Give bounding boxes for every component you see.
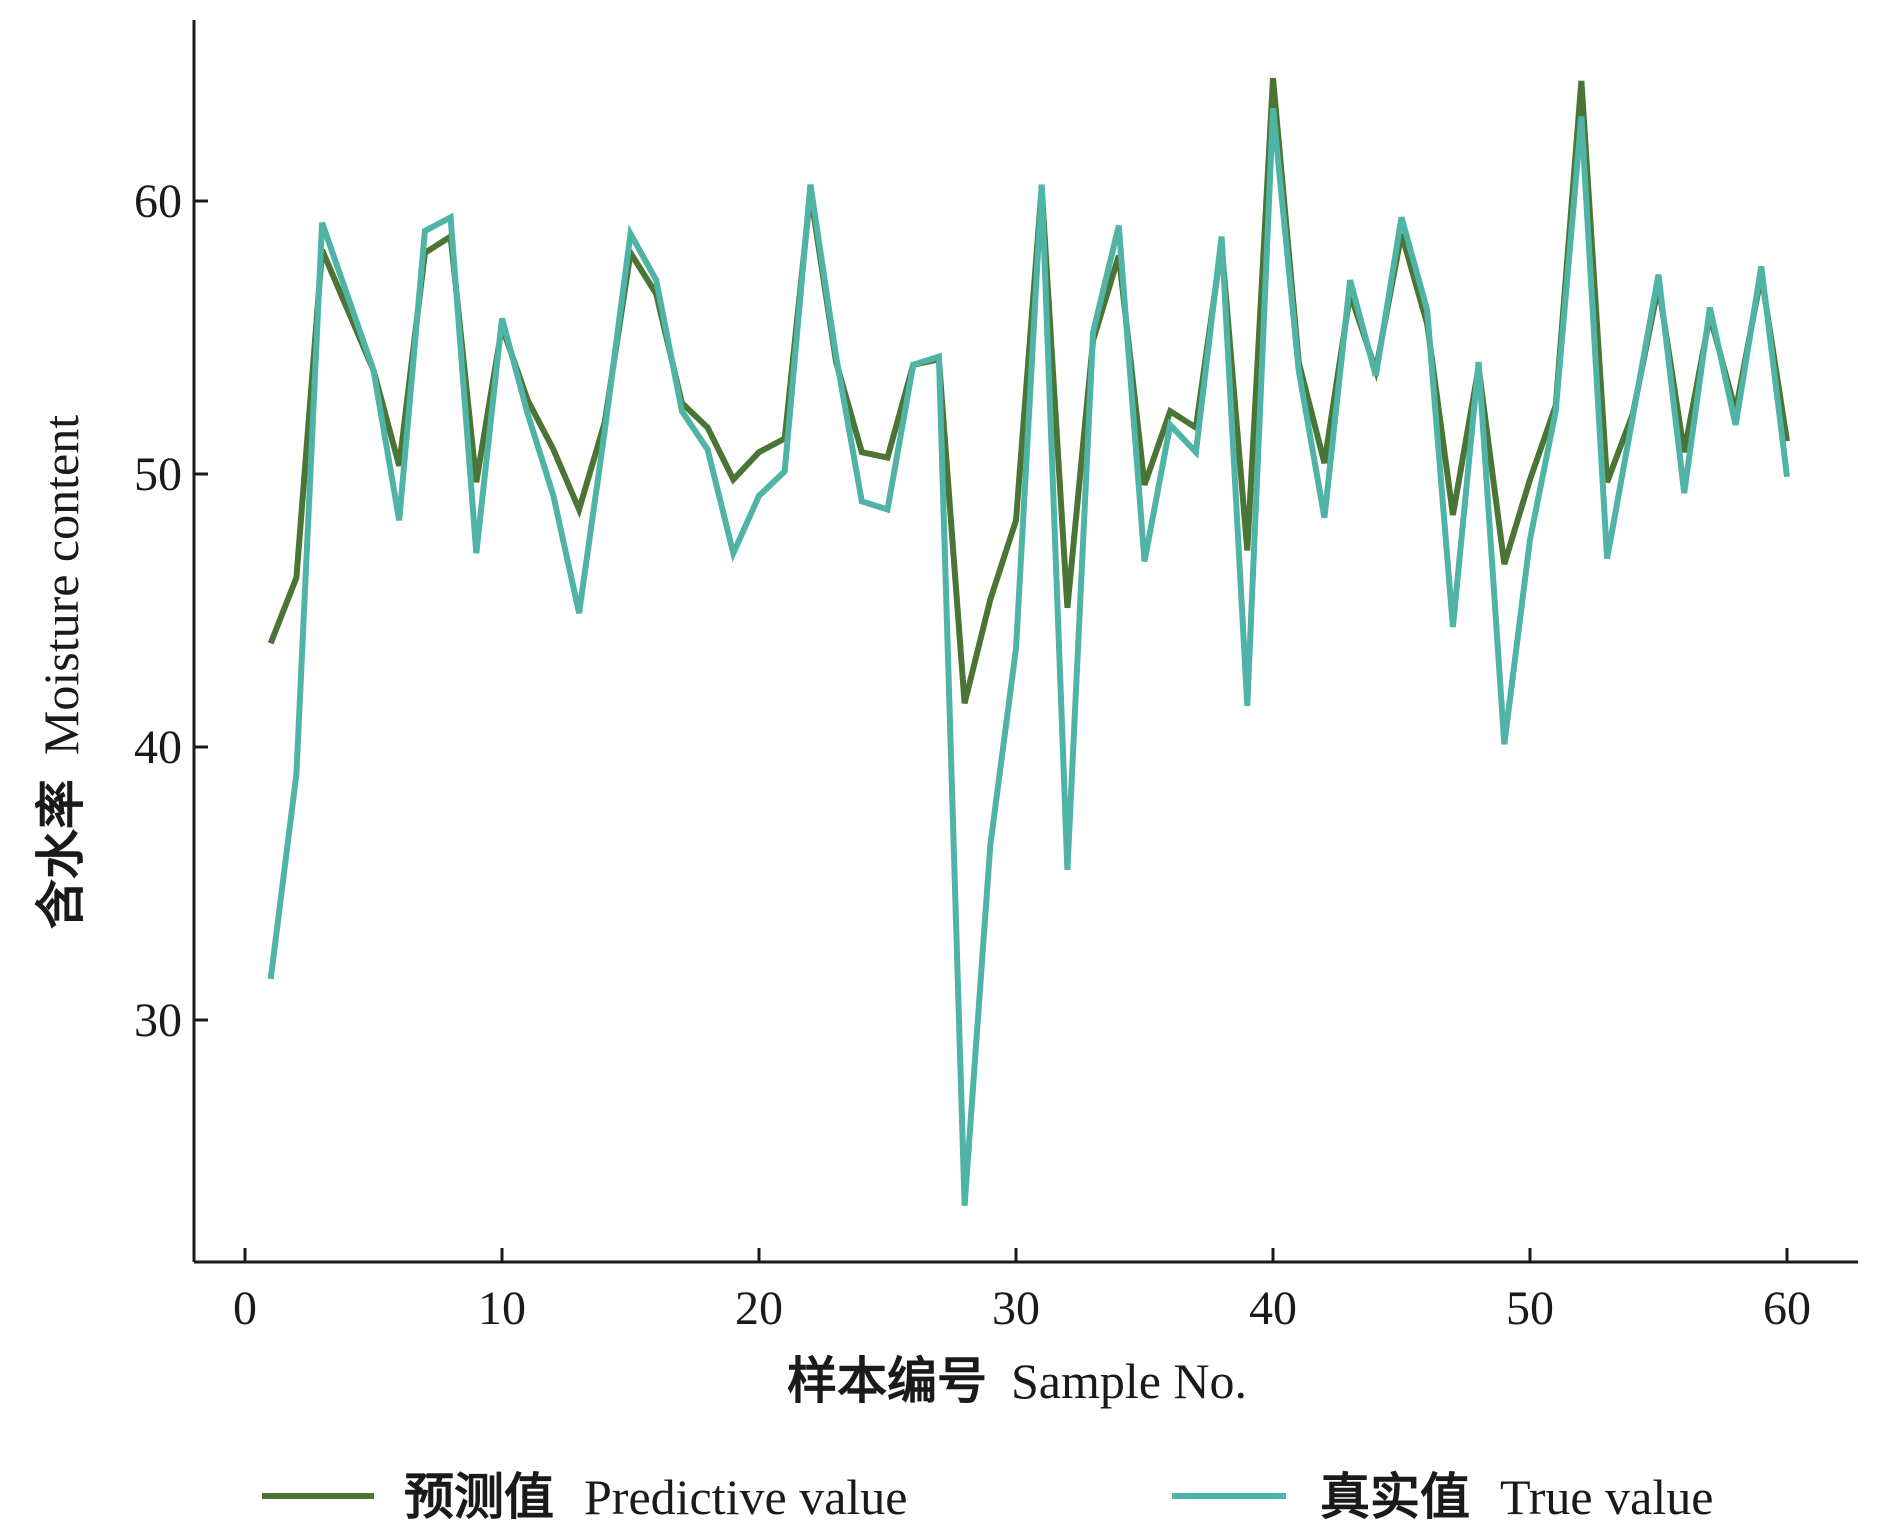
y-axis-label-en: Moisture content — [33, 415, 89, 755]
x-tick-label: 10 — [478, 1282, 526, 1335]
legend-label-predictive-en: Predictive value — [584, 1469, 908, 1525]
y-tick-label: 60 — [134, 175, 182, 228]
series-line-true — [267, 107, 1790, 1206]
y-tick-label: 40 — [134, 721, 182, 774]
legend-label-true-en: True value — [1500, 1469, 1713, 1525]
tick-labels: 0 10 20 30 40 50 60 30 40 50 60 — [134, 175, 1811, 1335]
y-axis-label-zh: 含水率 — [32, 779, 90, 929]
x-axis-label-en: Sample No. — [1011, 1353, 1247, 1409]
axes — [192, 20, 1858, 1264]
x-tick-label: 50 — [1506, 1282, 1554, 1335]
legend-label-predictive-zh: 预测值 — [404, 1468, 554, 1526]
x-axis-label-zh: 样本编号 — [787, 1352, 987, 1410]
x-tick-label: 0 — [233, 1282, 257, 1335]
legend-item-true: 真实值 True value — [1172, 1468, 1713, 1526]
y-tick-label: 30 — [134, 994, 182, 1047]
y-tick-label: 50 — [134, 448, 182, 501]
series-lines — [267, 77, 1790, 1206]
legend-item-predictive: 预测值 Predictive value — [262, 1468, 908, 1526]
legend-label-true: 真实值 True value — [1320, 1468, 1713, 1526]
legend: 预测值 Predictive value 真实值 True value — [262, 1468, 1713, 1526]
legend-label-predictive: 预测值 Predictive value — [404, 1468, 908, 1526]
legend-label-true-zh: 真实值 — [1320, 1468, 1470, 1526]
y-axis-label: 含水率 Moisture content — [32, 415, 90, 929]
x-tick-label: 60 — [1763, 1282, 1811, 1335]
x-axis-label: 样本编号 Sample No. — [787, 1352, 1247, 1410]
x-tick-label: 30 — [992, 1282, 1040, 1335]
x-tick-label: 20 — [735, 1282, 783, 1335]
x-tick-label: 40 — [1249, 1282, 1297, 1335]
